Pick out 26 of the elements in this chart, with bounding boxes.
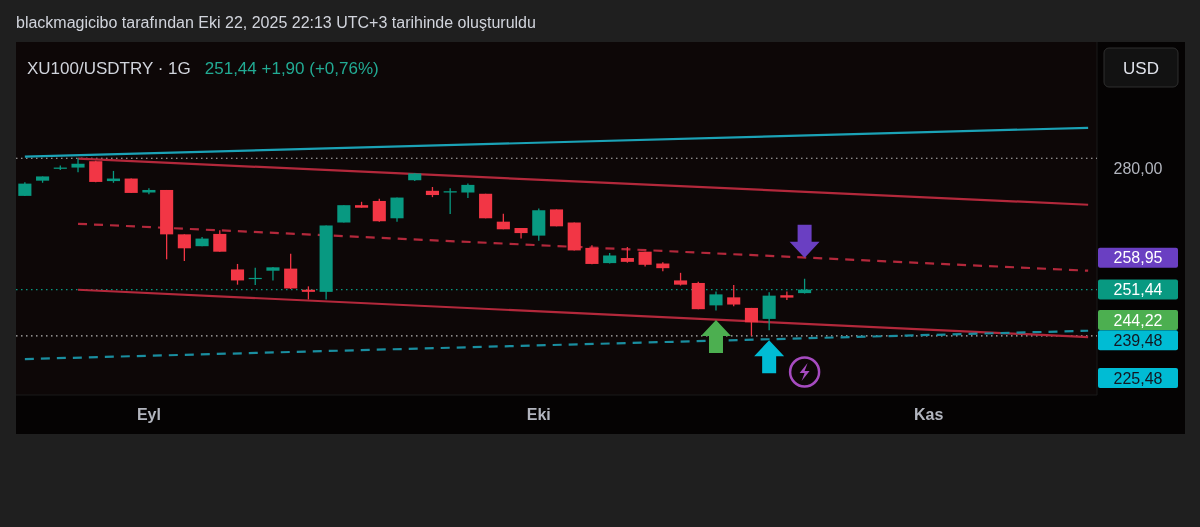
candlestick — [284, 253, 298, 290]
y-tick-label: 239,48 — [1113, 331, 1163, 349]
y-axis-title: USD — [1123, 58, 1159, 78]
candlestick — [71, 157, 85, 173]
candlestick — [390, 196, 404, 223]
candlestick — [744, 307, 758, 337]
candlestick — [762, 291, 776, 331]
y-tick-label: 258,95 — [1113, 249, 1163, 267]
y-tick-label: 244,22 — [1113, 311, 1163, 329]
candlestick — [213, 229, 227, 253]
y-tick-label: 251,44 — [1113, 281, 1163, 299]
candlestick — [372, 198, 386, 223]
text: XU100/USDTRY · 1G — [27, 59, 191, 78]
x-tick-label: Eyl — [136, 406, 161, 423]
candlestick — [230, 263, 245, 286]
candlestick — [266, 266, 280, 282]
candlestick — [177, 233, 191, 262]
candlestick — [727, 284, 741, 307]
candlestick — [780, 290, 794, 301]
x-tick-label: Eki — [526, 406, 551, 423]
text: blackmagicibo tarafından Eki 22, 2025 22:13 UTC+3 tarihinde oluşturuldu — [16, 14, 536, 31]
text: 251,44 +1,90 (+0,76%) — [204, 59, 379, 78]
candlestick — [443, 187, 457, 215]
x-tick-label: Kas — [913, 406, 944, 423]
text: 225,48 — [1113, 369, 1163, 387]
y-tick-label: 280,00 — [1113, 160, 1163, 178]
